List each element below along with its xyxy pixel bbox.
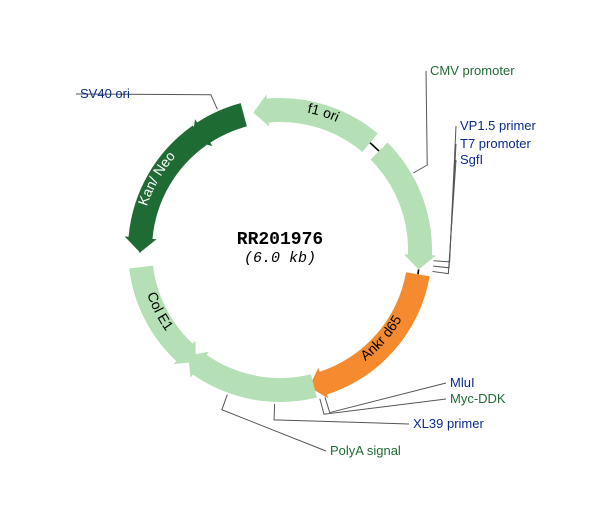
segment-sv40-ori [192,103,247,146]
myc-ddk-label-leader [320,399,446,414]
t7-promoter-label: T7 promoter [460,136,531,151]
xl39-primer-label-leader [274,404,409,424]
plasmid-map: Ankr d65Col E1Kan/ Neof1 oriCMV promoter… [0,0,600,512]
myc-ddk-label: Myc-DDK [450,391,506,406]
mlui-label: MluI [450,375,475,390]
cmv-promoter-label-leader [413,71,427,173]
polya-label-leader [222,395,326,451]
xl39-primer-label: XL39 primer [413,416,484,431]
vp15-primer-label: VP1.5 primer [460,118,537,133]
segment-polyA-signal [188,352,317,402]
sgfi-label: SgfI [460,152,483,167]
polya-label: PolyA signal [330,443,401,458]
backbone-arc [418,269,419,274]
segment-cmv-promoter [371,143,436,270]
cmv-promoter-label: CMV promoter [430,63,515,78]
segment-ankrd65 [309,272,430,398]
sgfi-label-leader [433,160,456,274]
sv40-ori-label: SV40 ori [80,86,130,101]
vp15-primer-label-leader [434,126,456,262]
segment-kan-neo [125,125,207,252]
